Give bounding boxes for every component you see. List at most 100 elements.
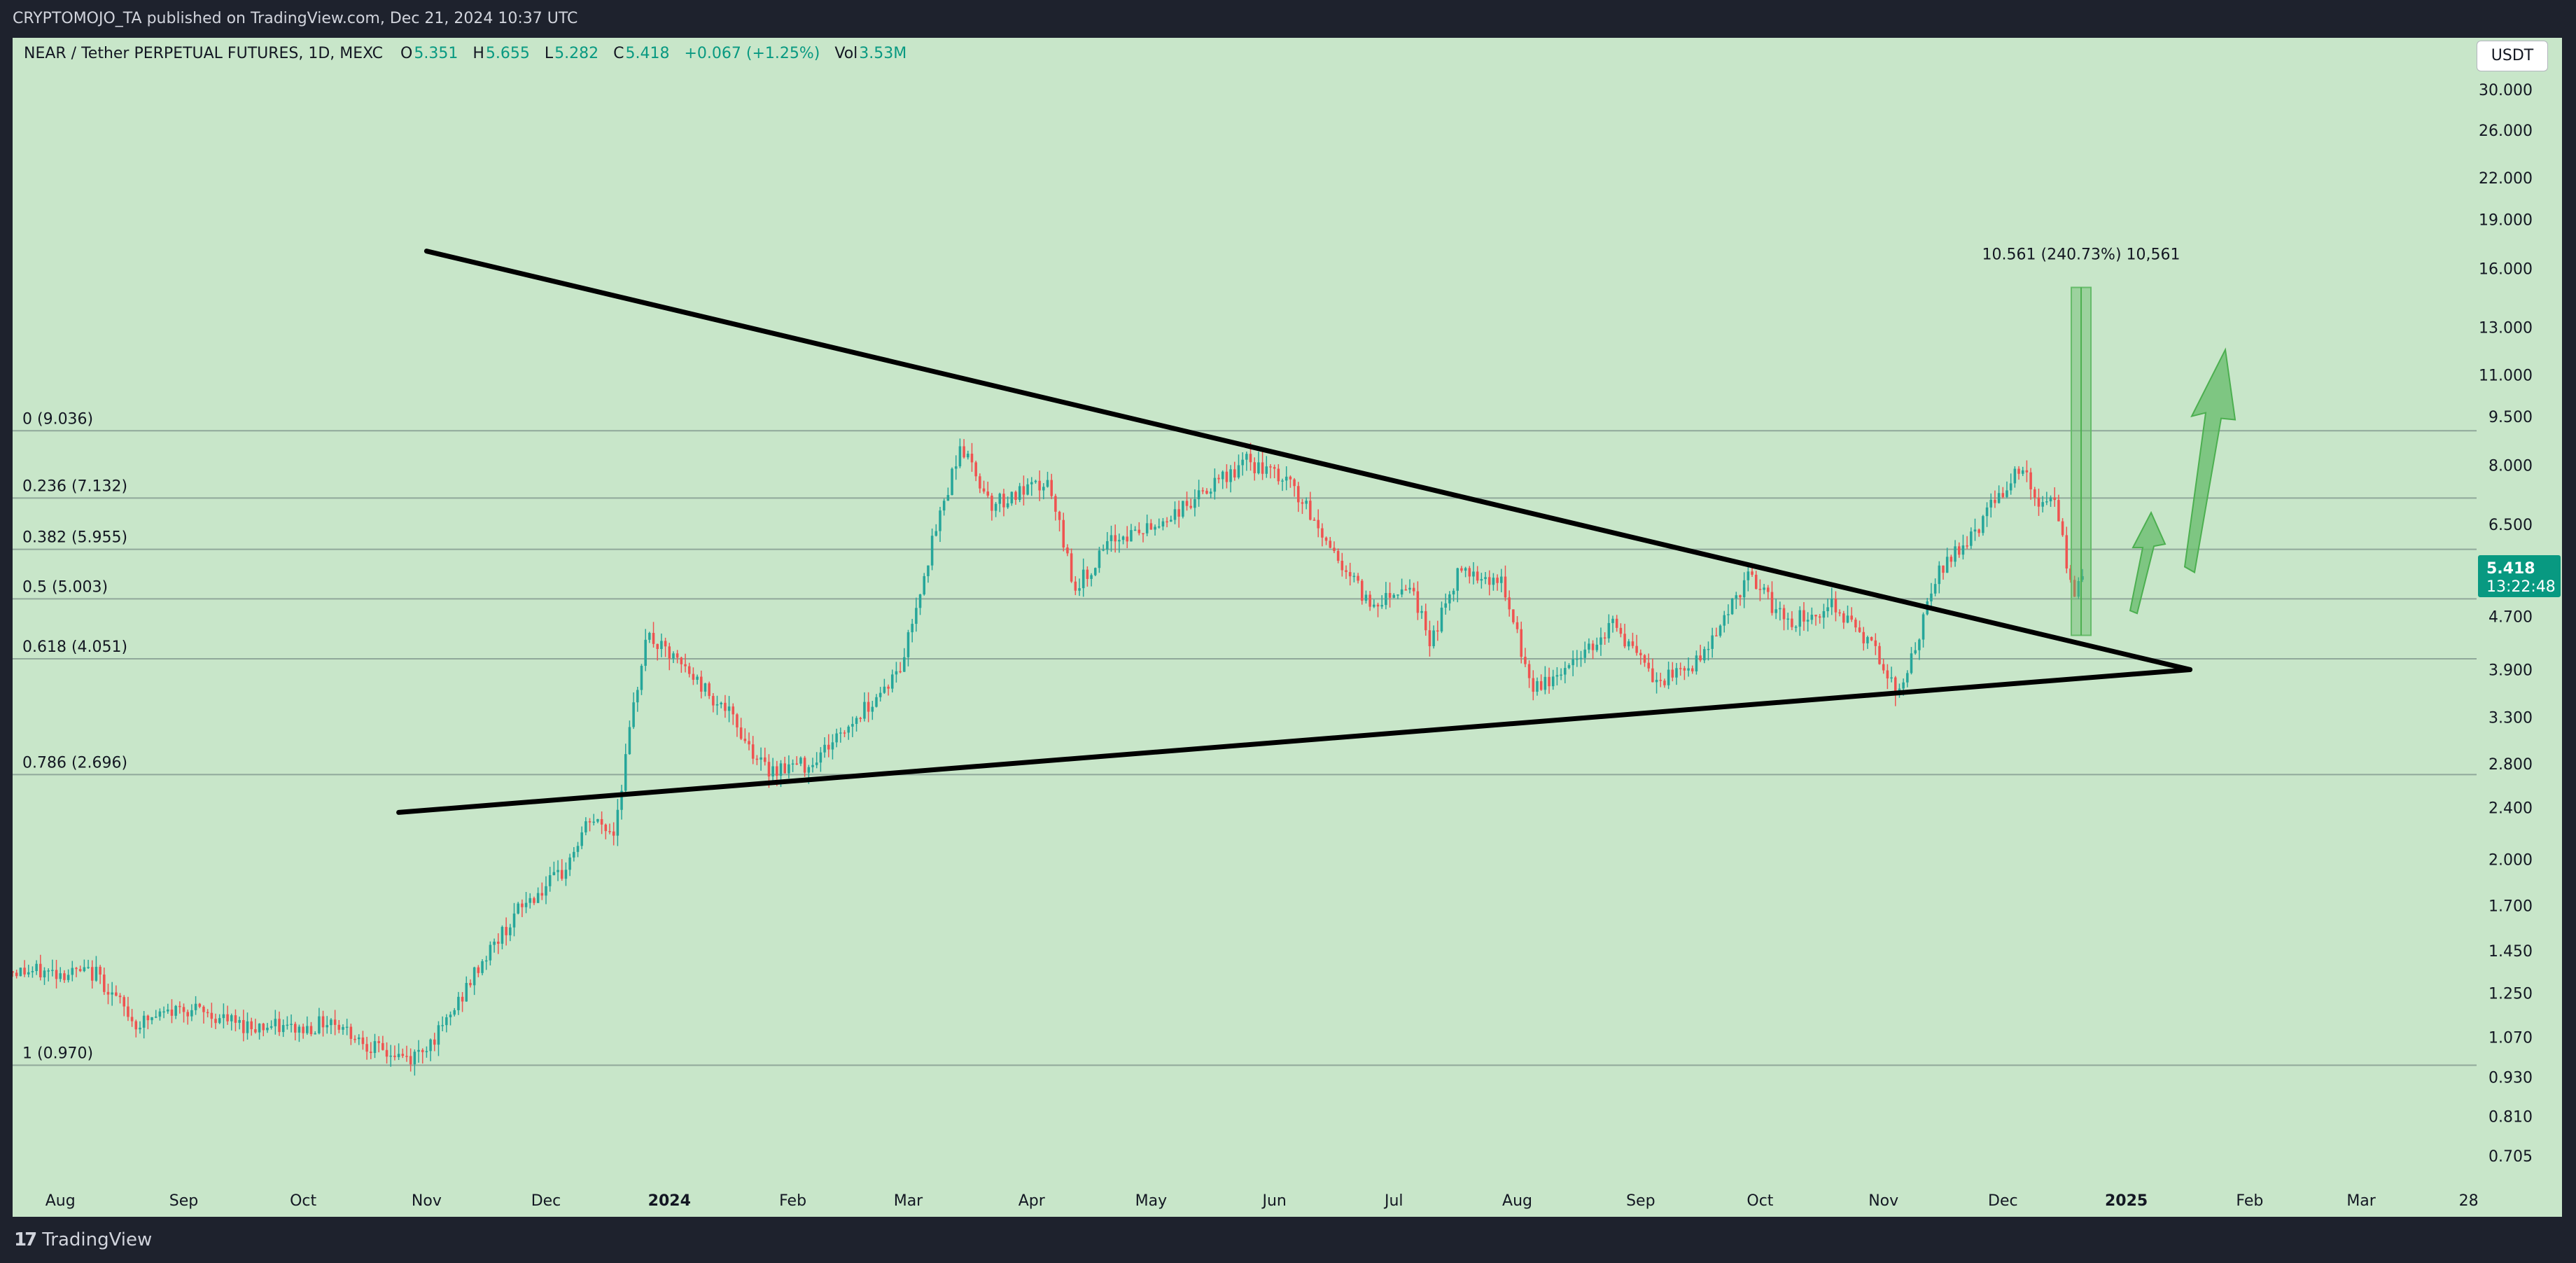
legend-symbol[interactable]: NEAR / Tether PERPETUAL FUTURES, 1D, MEX… <box>24 45 384 62</box>
candle-body <box>281 1025 285 1033</box>
footer-bar: 17 TradingView <box>0 1217 2576 1263</box>
candle-body <box>1249 454 1252 463</box>
candle-body <box>1130 530 1133 542</box>
candle-body <box>1539 681 1543 690</box>
candle-body <box>962 446 965 458</box>
candle-body <box>1631 641 1634 646</box>
candle-body <box>481 961 484 973</box>
candle-body <box>788 764 790 774</box>
candle-body <box>194 1003 197 1010</box>
candle-body <box>1730 598 1734 615</box>
candle-body <box>337 1024 341 1030</box>
candle-body <box>1142 533 1144 535</box>
candle-body <box>1715 635 1718 637</box>
price-chart[interactable]: 0 (9.036) 0.236 (7.132) 0.382 (5.955) 0.5 (… <box>13 38 2562 1217</box>
candle-body <box>13 971 14 973</box>
candle-body <box>1690 668 1694 671</box>
candle-body <box>1269 466 1272 468</box>
candle-body <box>827 744 830 750</box>
x-tick-label: Mar <box>2346 1192 2376 1210</box>
candle-body <box>1746 571 1750 580</box>
candle-body <box>911 624 913 633</box>
candle-body <box>250 1021 253 1030</box>
candle-body <box>2041 502 2044 507</box>
candle-body <box>839 732 842 734</box>
candle-body <box>1957 546 1961 555</box>
currency-button[interactable]: USDT <box>2477 41 2548 71</box>
candle-body <box>246 1021 249 1033</box>
candle-body <box>182 1007 186 1012</box>
candle-body <box>684 664 687 667</box>
candle-body <box>1022 486 1026 495</box>
candle-body <box>1727 614 1730 615</box>
candle-body <box>1774 609 1777 613</box>
candle-body <box>472 967 476 986</box>
candle-body <box>1854 620 1857 628</box>
candle-body <box>500 926 504 944</box>
candle-body <box>807 767 811 773</box>
chart-canvas[interactable]: 0 (9.036) 0.236 (7.132) 0.382 (5.955) 0.5 (… <box>13 38 2562 1217</box>
y-tick-label: 26.000 <box>2479 123 2533 140</box>
candle-body <box>548 875 552 886</box>
candle-body <box>732 706 735 715</box>
candle-body <box>1194 499 1196 508</box>
projection-arrow-small[interactable] <box>2129 510 2166 615</box>
candle-body <box>751 744 755 759</box>
candle-body <box>139 1027 141 1030</box>
candle-body <box>1340 560 1344 571</box>
x-tick-label: 2024 <box>648 1192 691 1210</box>
candle-body <box>1464 568 1467 571</box>
candle-body <box>274 1019 277 1026</box>
candle-body <box>1524 657 1527 664</box>
candle-body <box>198 1003 202 1007</box>
candle-body <box>162 1011 165 1013</box>
candle-body <box>326 1025 329 1028</box>
candle-body <box>1902 682 1905 689</box>
candle-body <box>1213 477 1217 492</box>
candle-body <box>1818 616 1821 618</box>
candle-body <box>15 972 18 977</box>
candle-body <box>835 733 838 743</box>
candle-body <box>1791 618 1793 627</box>
candle-body <box>696 676 699 680</box>
candle-body <box>1508 597 1511 610</box>
candle-body <box>293 1024 297 1033</box>
candle-body <box>1229 469 1232 482</box>
current-price-tag[interactable] <box>2478 554 2561 597</box>
projection-arrow-large[interactable] <box>2183 347 2236 574</box>
candle-body <box>1842 613 1845 623</box>
candle-body <box>1329 540 1332 548</box>
candle-body <box>1333 547 1336 551</box>
candle-body <box>2061 521 2064 536</box>
candle-body <box>210 1012 214 1019</box>
candle-body <box>206 1012 209 1014</box>
candle-body <box>174 1005 177 1016</box>
candle-body <box>2049 497 2052 502</box>
x-tick-label: Nov <box>1868 1192 1898 1210</box>
candle-body <box>1321 528 1324 538</box>
trendline-ascending-support[interactable] <box>396 667 2193 815</box>
candle-body <box>1050 480 1053 496</box>
candle-body <box>1114 535 1116 542</box>
candle-body <box>357 1037 360 1040</box>
y-tick-label: 11.000 <box>2479 367 2533 384</box>
candle-body <box>1138 529 1141 533</box>
candle-body <box>1046 480 1049 487</box>
candle-body <box>1289 476 1292 480</box>
trendline-descending-resistance[interactable] <box>424 249 2193 672</box>
candle-body <box>1588 643 1590 650</box>
candle-body <box>1619 627 1623 634</box>
tradingview-brand[interactable]: 17 TradingView <box>14 1229 152 1250</box>
candle-body <box>1906 673 1909 683</box>
candle-body <box>2077 581 2080 597</box>
candle-body <box>1814 615 1817 617</box>
candle-body <box>127 1006 130 1017</box>
candle-body <box>1054 496 1057 512</box>
candle-body <box>767 762 771 777</box>
candle-body <box>512 913 516 928</box>
legend-vol-label: Vol <box>834 45 858 62</box>
candle-body <box>489 944 492 961</box>
candle-body <box>628 727 631 755</box>
candle-body <box>2005 490 2008 497</box>
candle-body <box>1758 589 1762 590</box>
